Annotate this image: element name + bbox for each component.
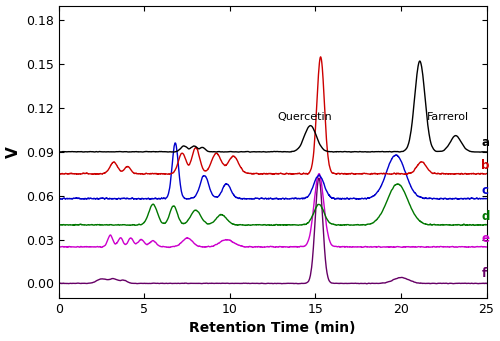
Text: b: b bbox=[482, 159, 490, 172]
Text: a: a bbox=[482, 136, 490, 149]
Text: c: c bbox=[482, 184, 488, 197]
X-axis label: Retention Time (min): Retention Time (min) bbox=[190, 322, 356, 336]
Text: Quercetin: Quercetin bbox=[278, 112, 332, 122]
Y-axis label: V: V bbox=[6, 146, 20, 158]
Text: d: d bbox=[482, 210, 490, 223]
Text: e: e bbox=[482, 232, 490, 246]
Text: f: f bbox=[482, 267, 486, 281]
Text: Farrerol: Farrerol bbox=[426, 112, 469, 122]
